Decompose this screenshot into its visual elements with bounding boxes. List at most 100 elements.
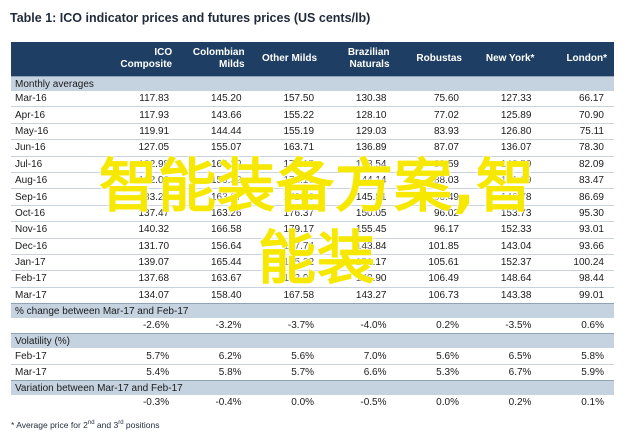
table-cell: 153.73 [468, 204, 542, 222]
table-cell: 143.04 [468, 237, 542, 255]
table-cell: 157.50 [283, 93, 315, 105]
table-cell: 83.47 [541, 171, 614, 189]
table-row: Oct-16 137.47 163.26 176.37 150.05 96.02 153.7… [11, 204, 614, 222]
row-label [11, 318, 107, 334]
column-header-line1: Robustas [416, 53, 462, 64]
column-header-line1: London* [566, 53, 607, 64]
row-label: Mar-17 [11, 363, 107, 381]
table-cell: 132.02 [106, 171, 180, 189]
footnote-mid: and 3 [94, 420, 119, 430]
table-cell: 5.6% [291, 350, 315, 362]
table-cell: -4.0% [360, 320, 387, 332]
table-cell: -0.5% [360, 397, 387, 409]
table-cell: 83.93 [396, 122, 469, 140]
table-row: Nov-16 140.32 166.58 179.17 155.45 96.17 152.3… [11, 221, 614, 239]
table-cell: 5.8% [179, 363, 252, 381]
table-cell: 166.58 [179, 221, 252, 239]
table-cell: 75.60 [433, 93, 459, 105]
table-cell: 155.45 [324, 221, 397, 239]
table-cell: 127.05 [106, 139, 180, 157]
table-cell: 127.33 [500, 93, 532, 105]
table-body: Monthly averages Mar-16 117.83 145.20 157.50… [11, 76, 614, 411]
table-cell: 163.71 [251, 139, 325, 157]
table-cell: 146.78 [468, 188, 542, 206]
table-cell: 66.17 [578, 93, 604, 105]
table-cell: 106.73 [396, 286, 469, 304]
table-cell: 0.1% [581, 397, 604, 409]
table-cell: 144.14 [324, 171, 397, 189]
table-cell: 87.07 [396, 139, 469, 157]
table-cell: 167.74 [251, 237, 325, 255]
row-label: Mar-16 [15, 93, 47, 105]
table-cell: 143.66 [179, 106, 252, 124]
table-cell: 105.61 [396, 253, 469, 271]
table-row: Mar-16 117.83 145.20 157.50 130.38 75.60 127.3… [11, 91, 614, 107]
table-cell: 6.6% [324, 363, 397, 381]
table-cell: -3.7% [287, 320, 315, 332]
table-cell: 148.90 [324, 270, 397, 288]
table-cell: 132.98 [106, 155, 180, 173]
section-label: Variation between Mar-17 and Feb-17 [11, 380, 614, 396]
table-cell: 125.89 [468, 106, 542, 124]
price-table: ICO Composite Colombian Milds Other Milds Bra… [11, 42, 614, 411]
table-cell: 101.85 [396, 237, 469, 255]
column-header-0: ICO Composite [106, 42, 180, 77]
row-label: Aug-16 [11, 171, 107, 189]
table-cell: 143.27 [324, 286, 397, 304]
table-cell: 117.93 [106, 106, 180, 124]
table-cell: 93.01 [541, 221, 614, 239]
table-cell: 117.83 [139, 93, 170, 105]
table-cell: 130.38 [355, 93, 387, 105]
table-cell: 163.67 [179, 270, 252, 288]
table-cell: 6.2% [218, 350, 242, 362]
table-cell: 136.89 [324, 139, 397, 157]
row-label: Nov-16 [11, 221, 107, 239]
table-cell: 173.95 [251, 270, 325, 288]
table-cell: 88.03 [396, 171, 469, 189]
table-cell: 137.68 [106, 270, 180, 288]
table-title: Table 1: ICO indicator prices and future… [10, 11, 371, 25]
column-header-line1: ICO [154, 47, 173, 58]
row-label: Feb-17 [15, 350, 47, 362]
table-cell: 6.7% [468, 363, 542, 381]
table-cell: 93.66 [541, 237, 614, 255]
table-cell: -3.2% [215, 320, 242, 332]
table-cell: 143.84 [324, 237, 397, 255]
section-pct-change: % change between Mar-17 and Feb-17 [11, 303, 614, 319]
table-cell: 163.26 [179, 204, 252, 222]
table-cell: 78.30 [541, 139, 614, 157]
column-header-6: London* [541, 42, 614, 77]
table-cell: 126.80 [468, 122, 542, 140]
table-cell: 5.6% [436, 350, 459, 362]
table-row: Jul-16 132.98 160.29 171.15 143.54 89.59 143.5… [11, 155, 614, 173]
footnote-prefix: * Average price for 2 [11, 420, 88, 430]
table-cell: 160.29 [179, 155, 252, 173]
table-cell: 165.44 [179, 253, 252, 271]
column-header-line2: Naturals [349, 59, 390, 70]
table-cell: 90.49 [396, 188, 469, 206]
section-volatility: Volatility (%) [11, 333, 614, 349]
table-cell: 137.47 [106, 204, 180, 222]
column-header-1: Colombian Milds [179, 42, 252, 77]
column-header-line1: Colombian [192, 47, 245, 58]
table-cell: 141.99 [468, 171, 542, 189]
table-cell: 75.11 [541, 122, 614, 140]
table-cell: 158.40 [179, 286, 252, 304]
table-cell: 0.6% [581, 320, 604, 332]
table-cell: 175.22 [251, 253, 325, 271]
table-cell: 139.07 [106, 253, 180, 271]
table-cell: 143.59 [468, 155, 542, 173]
table-cell: -0.3% [142, 397, 170, 409]
table-cell: 96.02 [396, 204, 469, 222]
table-row: Apr-16 117.93 143.66 155.22 128.10 77.02 125.8… [11, 106, 614, 124]
row-label: Oct-16 [11, 204, 107, 222]
column-header-line1: Brazilian [347, 47, 390, 58]
table-row: Sep-16 133.22 163.27 172.50 145.81 90.49 146.7… [11, 188, 614, 206]
table-row: Jan-17 139.07 165.44 175.22 151.17 105.61 152.… [11, 253, 614, 271]
table-row: Mar-17 134.07 158.40 167.58 143.27 106.73 143.… [11, 286, 614, 304]
table-cell: 176.37 [251, 204, 325, 222]
row-label: May-16 [11, 122, 107, 140]
table-cell: -3.5% [505, 320, 532, 332]
table-cell: 95.30 [541, 204, 614, 222]
table-cell: 134.07 [106, 286, 180, 304]
